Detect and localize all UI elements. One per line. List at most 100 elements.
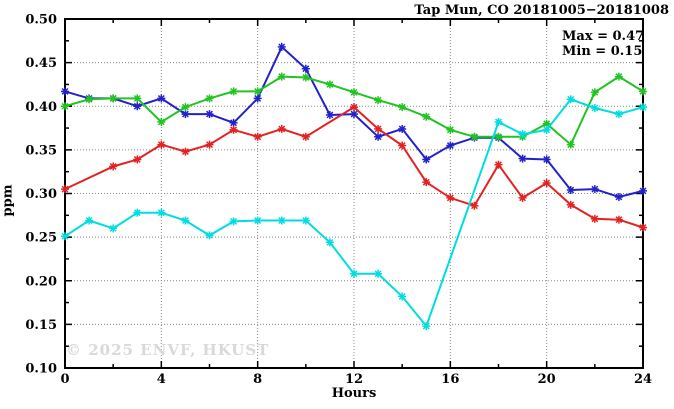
series-blue-marker (518, 154, 527, 163)
series-cyan-marker (639, 103, 647, 112)
x-axis-label: Hours (331, 386, 377, 401)
series-blue-marker (277, 42, 286, 51)
series-red-marker (422, 178, 431, 187)
watermark: © 2025 ENVF, HKUST (66, 341, 270, 359)
series-cyan-marker (61, 232, 69, 241)
series-blue-marker (590, 185, 599, 194)
y-tick-label: 0.10 (25, 362, 57, 377)
series-blue-marker (422, 155, 431, 164)
series-blue-marker (181, 110, 190, 119)
series-green-marker (61, 102, 69, 111)
y-tick-label: 0.20 (25, 274, 57, 289)
series-blue-marker (398, 124, 407, 133)
series-red-marker (157, 140, 166, 149)
series-green-marker (614, 72, 623, 81)
series-blue-marker (566, 186, 575, 195)
x-tick-label: 24 (634, 372, 652, 387)
series-cyan-marker (109, 224, 118, 233)
series-blue-marker (614, 192, 623, 201)
series-red-marker (229, 125, 238, 134)
series-red-marker (301, 132, 310, 141)
y-tick-label: 0.30 (25, 187, 57, 202)
series-green-marker (181, 103, 190, 112)
series-red-marker (590, 214, 599, 223)
series-blue-marker (301, 64, 310, 73)
series-green-marker (325, 80, 334, 89)
y-tick-label: 0.40 (25, 100, 57, 115)
series-cyan-marker (277, 216, 286, 225)
series-red-marker (277, 124, 286, 133)
series-blue-marker (542, 155, 551, 164)
x-tick-label: 8 (253, 372, 262, 387)
series-green-marker (639, 87, 647, 96)
series-red-marker (614, 215, 623, 224)
series-cyan-marker (590, 103, 599, 112)
series-cyan-marker (253, 216, 262, 225)
series-green-marker (133, 94, 142, 103)
series-red-marker (61, 185, 69, 194)
series-red-marker (470, 201, 479, 210)
series-red-marker (398, 141, 407, 150)
series-red-marker (205, 140, 214, 149)
series-red-marker (253, 132, 262, 141)
series-blue-marker (133, 102, 142, 111)
series-green-marker (253, 87, 262, 96)
series-cyan-marker (205, 231, 214, 240)
x-tick-label: 12 (345, 372, 363, 387)
series-blue-marker (350, 110, 358, 119)
x-tick-label: 0 (60, 372, 69, 387)
series-cyan-marker (494, 117, 503, 126)
series-green-marker (85, 95, 94, 104)
series-cyan-marker (133, 208, 142, 217)
series-green-marker (566, 140, 575, 149)
series-green-marker (301, 73, 310, 82)
series-cyan-marker (398, 292, 407, 301)
series-red-marker (374, 124, 383, 133)
series-green-marker (157, 117, 166, 126)
series-cyan-marker (542, 125, 551, 134)
y-tick-label: 0.45 (25, 56, 57, 71)
series-cyan-marker (350, 269, 358, 278)
series-red-marker (542, 179, 551, 188)
series-green-marker (398, 103, 407, 112)
series-blue-marker (229, 118, 238, 127)
series-red-marker (350, 103, 358, 112)
series-green-marker (374, 96, 383, 105)
series-green-marker (109, 94, 118, 103)
series-cyan-marker (566, 95, 575, 104)
series-red-marker (446, 193, 455, 202)
series-red-marker (494, 160, 503, 169)
series-red-marker (566, 200, 575, 209)
x-tick-label: 16 (441, 372, 459, 387)
series-cyan-marker (181, 216, 190, 225)
series-blue-marker (157, 94, 166, 103)
series-blue-marker (446, 141, 455, 150)
series-red-marker (639, 223, 647, 232)
y-tick-label: 0.25 (25, 231, 57, 246)
series-red-marker (109, 162, 118, 171)
series-green-marker (277, 72, 286, 81)
series-blue-marker (61, 87, 69, 96)
series-red (64, 105, 644, 229)
series-cyan-marker (374, 269, 383, 278)
series-blue-marker (639, 186, 647, 195)
series-green-marker (422, 112, 431, 121)
series-green-marker (470, 132, 479, 141)
series-red-marker (518, 193, 527, 202)
series-blue-marker (325, 110, 334, 119)
series-cyan-marker (422, 322, 431, 331)
series-green-marker (494, 132, 503, 141)
series-green-marker (205, 94, 214, 103)
series-cyan-marker (229, 217, 238, 226)
series-cyan-marker (301, 216, 310, 225)
series-red-marker (133, 155, 142, 164)
series-cyan-marker (518, 130, 527, 139)
max-value-label: Max = 0.47 (562, 29, 645, 44)
x-tick-label: 4 (157, 372, 166, 387)
chart-title: Tap Mun, CO 20181005−20181008 (414, 3, 669, 18)
series-cyan-marker (614, 110, 623, 119)
y-axis-label: ppm (0, 184, 16, 217)
series-green-marker (229, 87, 238, 96)
